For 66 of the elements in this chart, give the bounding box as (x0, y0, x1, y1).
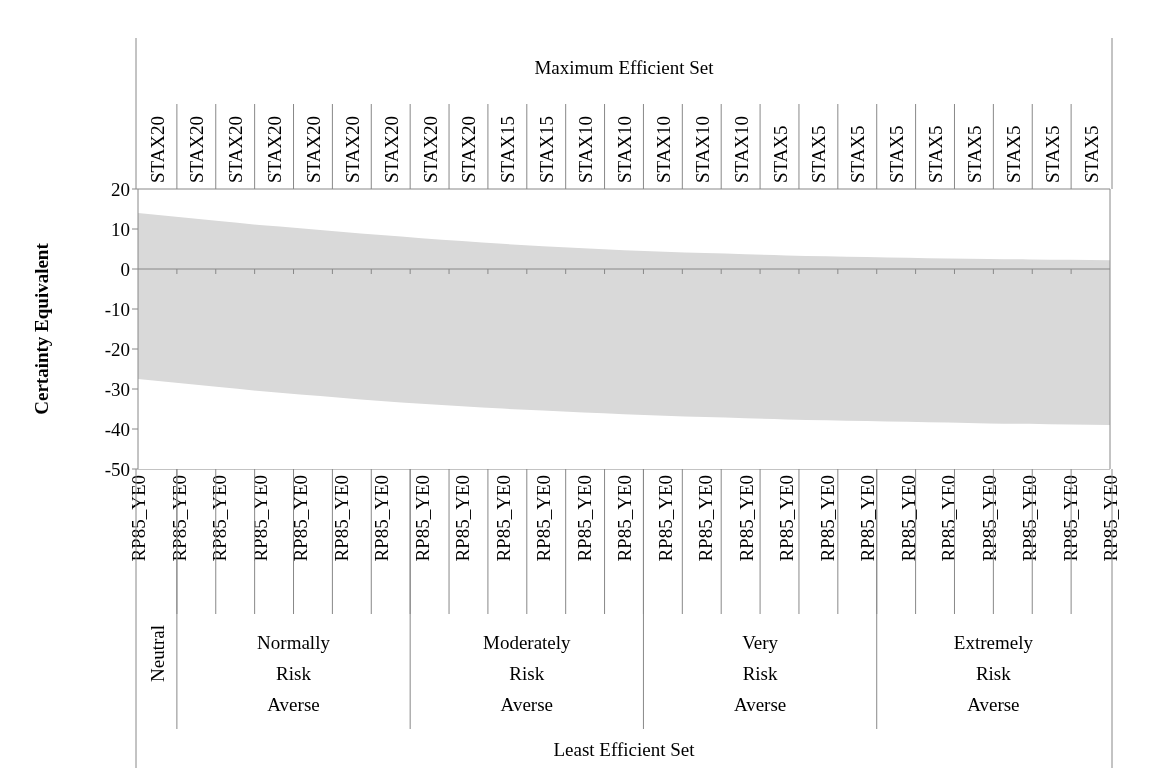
x-tick-label: RP85_YE0 (897, 475, 919, 562)
x-tick-label: RP85_YE0 (533, 475, 554, 562)
text: STAX5 (769, 125, 791, 183)
x-tick-label: RP85_YE0 (371, 475, 392, 562)
text: STAX10 (652, 115, 674, 183)
text: STAX5 (963, 125, 985, 183)
x-tick-label: RP85_YE0 (168, 475, 190, 562)
text: STAX10 (614, 115, 635, 183)
y-tick-label: -30 (104, 378, 130, 400)
text: STAX5 (1041, 125, 1063, 183)
x-tick-label: RP85_YE0 (492, 475, 514, 562)
x-tick-label: RP85_YE0 (128, 475, 149, 562)
text: Very Risk Averse (733, 632, 787, 715)
text: STAX15 (536, 115, 558, 183)
text: STAX5 (847, 125, 869, 183)
text: STAX5 (808, 125, 830, 183)
x-tick-label: RP85_YE0 (290, 475, 311, 562)
x-tick-label: RP85_YE0 (776, 475, 797, 562)
y-tick-label: -10 (104, 298, 130, 320)
text: STAX20 (186, 115, 208, 183)
text: STAX10 (575, 115, 597, 183)
y-tick-label: 10 (111, 218, 130, 240)
x-tick-label: RP85_YE0 (695, 475, 716, 562)
x-tick-label: RP85_YE0 (735, 475, 757, 562)
x-tick-label: RP85_YE0 (1019, 475, 1040, 562)
x-tick-label: RP85_YE0 (938, 475, 959, 562)
text: STAX15 (497, 115, 519, 183)
y-tick-label: 0 (120, 258, 130, 280)
text: STAX10 (691, 115, 713, 183)
y-tick-label: -50 (104, 458, 130, 480)
text: Extremely Risk Averse (953, 632, 1034, 715)
text: Normally Risk Averse (257, 632, 331, 715)
text: STAX5 (925, 125, 947, 183)
x-tick-label: RP85_YE0 (1100, 475, 1121, 562)
text: STAX20 (458, 115, 480, 183)
x-tick-label: RP85_YE0 (1059, 475, 1081, 562)
x-tick-label: RP85_YE0 (249, 475, 271, 562)
x2-axis-title: Maximum Efficient Set (534, 57, 715, 78)
x-tick-label: RP85_YE0 (857, 475, 878, 562)
text: STAX20 (147, 115, 169, 183)
y-tick-label: 20 (111, 178, 130, 200)
text: Moderately Risk Averse (483, 632, 572, 715)
x-tick-label: RP85_YE0 (978, 475, 1000, 562)
text: STAX10 (730, 115, 752, 183)
x-tick-label: RP85_YE0 (452, 475, 473, 562)
y-tick-label: -40 (104, 418, 130, 440)
x-tick-label: RP85_YE0 (411, 475, 433, 562)
text: STAX20 (225, 115, 247, 183)
x-tick-label: RP85_YE0 (614, 475, 635, 562)
text: STAX20 (264, 115, 286, 183)
text: STAX20 (302, 115, 324, 183)
text: STAX5 (886, 125, 908, 183)
text: STAX20 (419, 115, 441, 183)
x-tick-label: RP85_YE0 (573, 475, 595, 562)
text: Least Efficient Set (553, 739, 696, 760)
y-axis-title: Certainty Equivalent (30, 242, 52, 415)
text: STAX5 (1002, 125, 1024, 183)
text: STAX20 (341, 115, 363, 183)
x-tick-label: RP85_YE0 (330, 475, 352, 562)
text: STAX20 (380, 115, 402, 183)
x-tick-label: RP85_YE0 (209, 475, 230, 562)
x-tick-label: RP85_YE0 (654, 475, 676, 562)
y-tick-label: -20 (104, 338, 130, 360)
text: STAX5 (1080, 125, 1102, 183)
text: Neutral (147, 625, 169, 682)
x-tick-label: RP85_YE0 (816, 475, 838, 562)
